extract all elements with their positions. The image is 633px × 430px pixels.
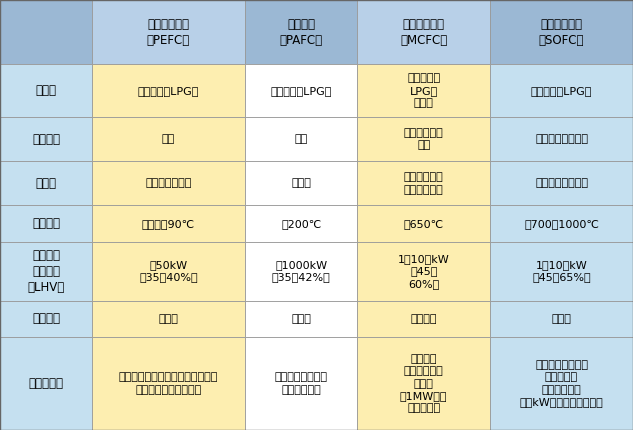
Bar [358, 337, 490, 430]
Bar [490, 117, 633, 161]
Text: ～50kW
（35～40%）: ～50kW （35～40%） [139, 260, 197, 283]
Bar [92, 161, 245, 206]
Text: 都市ガス、LPG等: 都市ガス、LPG等 [138, 86, 199, 95]
Text: 固体高分子形
（PEFC）: 固体高分子形 （PEFC） [147, 18, 190, 46]
Text: 水素、一酸化
炭素: 水素、一酸化 炭素 [404, 128, 444, 150]
Text: 都市ガス、LPG等: 都市ガス、LPG等 [531, 86, 592, 95]
Bar [245, 161, 358, 206]
Bar [0, 337, 92, 430]
Text: 水素: 水素 [294, 134, 308, 144]
Bar [358, 206, 490, 242]
Text: 開発状況: 開発状況 [32, 313, 60, 326]
Bar [490, 301, 633, 337]
Text: りん酸: りん酸 [291, 178, 311, 188]
Text: 業務用、工業用、
導入普及段階: 業務用、工業用、 導入普及段階 [275, 372, 328, 395]
Text: 実用化: 実用化 [291, 314, 311, 324]
Bar [490, 206, 633, 242]
Text: りん酸形
（PAFC）: りん酸形 （PAFC） [280, 18, 323, 46]
Text: 溶融炭酸塩形
（MCFC）: 溶融炭酸塩形 （MCFC） [400, 18, 448, 46]
Bar [0, 301, 92, 337]
Bar [0, 64, 92, 117]
Text: 陽イオン交換膜: 陽イオン交換膜 [145, 178, 192, 188]
Bar [0, 117, 92, 161]
Text: 約650℃: 約650℃ [404, 218, 444, 228]
Bar [245, 337, 358, 430]
Bar [0, 242, 92, 301]
Text: 炭酸リチウム
炭酸カリウム: 炭酸リチウム 炭酸カリウム [404, 172, 444, 194]
Bar [358, 0, 490, 64]
Bar [245, 242, 358, 301]
Text: 発電出力
発電効率
【LHV】: 発電出力 発電効率 【LHV】 [27, 249, 65, 294]
Text: 研究段階: 研究段階 [410, 314, 437, 324]
Bar [490, 242, 633, 301]
Text: 作動気体: 作動気体 [32, 132, 60, 146]
Text: 工業用、
分散電源用実
証段階
（1MWプラ
ント開発）: 工業用、 分散電源用実 証段階 （1MWプラ ント開発） [400, 354, 448, 413]
Text: 電解質: 電解質 [35, 177, 56, 190]
Text: 固体酸化物形
（SOFC）: 固体酸化物形 （SOFC） [539, 18, 584, 46]
Text: 水素: 水素 [162, 134, 175, 144]
Text: 用途と段階: 用途と段階 [28, 377, 63, 390]
Bar [490, 161, 633, 206]
Bar [245, 301, 358, 337]
Text: 原　料: 原 料 [35, 84, 56, 97]
Bar [0, 206, 92, 242]
Bar [245, 64, 358, 117]
Text: ～1000kW
（35～42%）: ～1000kW （35～42%） [272, 260, 330, 283]
Bar [490, 0, 633, 64]
Text: 常温～約90℃: 常温～約90℃ [142, 218, 195, 228]
Bar [92, 117, 245, 161]
Bar [358, 117, 490, 161]
Bar [92, 242, 245, 301]
Bar [358, 242, 490, 301]
Bar [0, 161, 92, 206]
Bar [92, 301, 245, 337]
Bar [490, 64, 633, 117]
Text: 都市ガス、LPG等: 都市ガス、LPG等 [270, 86, 332, 95]
Text: 安定化ジルコニア: 安定化ジルコニア [535, 178, 588, 188]
Text: 1～10万kW
（45～
60%）: 1～10万kW （45～ 60%） [398, 254, 449, 289]
Bar [358, 161, 490, 206]
Bar [245, 206, 358, 242]
Text: 作動温度: 作動温度 [32, 217, 60, 230]
Text: 約200℃: 約200℃ [281, 218, 322, 228]
Text: 1～10万kW
（45～65%）: 1～10万kW （45～65%） [532, 260, 591, 283]
Bar [358, 301, 490, 337]
Bar [245, 0, 358, 64]
Bar [92, 64, 245, 117]
Text: 約700～1000℃: 約700～1000℃ [524, 218, 599, 228]
Bar [245, 117, 358, 161]
Bar [92, 206, 245, 242]
Bar [92, 0, 245, 64]
Text: 家庭用、小型業務用、自動車用、
携帯用、導入普及段階: 家庭用、小型業務用、自動車用、 携帯用、導入普及段階 [119, 372, 218, 395]
Text: 実用化: 実用化 [551, 314, 572, 324]
Bar [92, 337, 245, 430]
Text: 家庭用、工業用、
分散電源用
導入普及段階
（数kWモジュール開発）: 家庭用、工業用、 分散電源用 導入普及段階 （数kWモジュール開発） [520, 360, 603, 407]
Bar [0, 0, 92, 64]
Text: 実用化: 実用化 [158, 314, 179, 324]
Bar [358, 64, 490, 117]
Text: 水素、一酸化炭素: 水素、一酸化炭素 [535, 134, 588, 144]
Bar [490, 337, 633, 430]
Text: 都市ガス、
LPG、
石炭等: 都市ガス、 LPG、 石炭等 [407, 73, 441, 108]
